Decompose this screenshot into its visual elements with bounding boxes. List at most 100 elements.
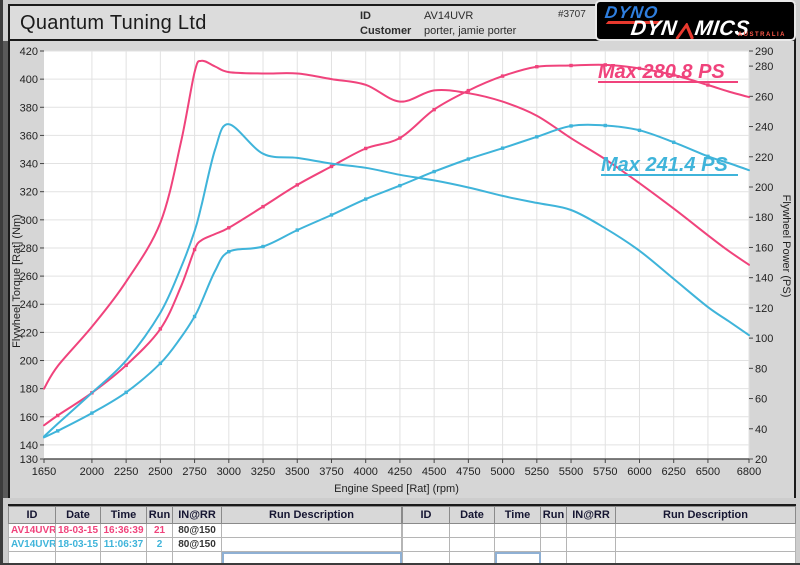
run-cell[interactable]: 21 [146, 523, 173, 538]
y-left-tick-label: 320 [20, 187, 38, 199]
run-cell[interactable] [146, 551, 173, 565]
dyno-chart[interactable]: 420 400 380 360 340 320 300 280 260 240 220 200 180 1… [10, 41, 794, 496]
run-cell[interactable] [566, 523, 616, 538]
x-axis-title: Engine Speed [Rat] (rpm) [334, 483, 459, 495]
y-left-tick-label: 130 [20, 454, 38, 466]
run-cell[interactable] [494, 551, 541, 565]
run-cell[interactable]: 2 [146, 537, 173, 552]
run21-power-PS-marker [192, 247, 197, 252]
y-left-tick-label: 180 [20, 384, 38, 396]
run21-power-PS-marker [363, 146, 368, 151]
run21-power-PS-marker [329, 164, 334, 169]
run-cell[interactable] [615, 537, 796, 552]
run-cell[interactable] [494, 537, 541, 552]
column-header-time: Time [494, 506, 541, 524]
x-tick-label: 5750 [593, 466, 617, 478]
run-cell[interactable] [540, 537, 567, 552]
column-header-date: Date [55, 506, 101, 524]
x-tick-label: 5250 [525, 466, 549, 478]
x-tick-label: 2750 [182, 466, 206, 478]
run21-power-PS-marker [158, 327, 163, 331]
run-cell[interactable]: 18-03-15 [55, 523, 101, 538]
run21-torque-Nm-curve[interactable] [43, 59, 750, 390]
run-cell[interactable] [494, 523, 541, 538]
run2-power-PS-marker [706, 154, 710, 159]
x-tick-label: 4750 [456, 466, 480, 478]
run-cell[interactable] [221, 551, 402, 565]
run21-power-PS-marker [500, 74, 505, 78]
run-cell[interactable]: 80@150 [172, 523, 222, 538]
run-cell[interactable] [402, 523, 450, 538]
run-cell[interactable] [449, 551, 495, 565]
run-cell[interactable]: 16:36:39 [100, 523, 147, 538]
y-right-tick-label: 40 [755, 424, 767, 436]
run-cell[interactable]: AV14UVR [8, 537, 56, 552]
x-tick-label: 2500 [148, 466, 172, 478]
run-cell[interactable] [540, 523, 567, 538]
run21-power-PS-marker [569, 63, 573, 68]
run-cell[interactable] [221, 537, 402, 552]
run21-power-PS-curve[interactable] [43, 63, 750, 427]
customer-value: porter, jamie porter [424, 25, 517, 37]
y-left-tick-label: 400 [20, 74, 38, 86]
run-cell[interactable]: 80@150 [172, 537, 222, 552]
run-cell[interactable] [449, 523, 495, 538]
run2-torque-Nm-curve[interactable] [43, 123, 750, 438]
run2-power-PS-marker [227, 249, 231, 254]
x-tick-label: 3250 [251, 466, 275, 478]
run21-power-PS-marker [295, 183, 299, 187]
run2-power-PS-marker [535, 135, 539, 139]
company-title: Quantum Tuning Ltd [20, 12, 207, 34]
y-left-tick-label: 340 [20, 159, 38, 171]
run21-power-PS-marker [672, 73, 676, 77]
run-cell[interactable] [566, 551, 616, 565]
x-tick-label: 4000 [353, 466, 377, 478]
run-cell[interactable] [402, 537, 450, 552]
y-right-tick-label: 80 [755, 363, 767, 375]
run-row [402, 523, 796, 538]
run21-power-PS-marker [603, 63, 607, 67]
column-header-run-description: Run Description [221, 506, 402, 524]
column-header-run: Run [540, 506, 567, 524]
x-tick-label: 4250 [388, 466, 412, 478]
x-tick-label: 6000 [627, 466, 651, 478]
column-header-in-rr: IN@RR [566, 506, 616, 524]
run2-power-PS-marker [466, 157, 471, 161]
run-cell[interactable] [100, 551, 147, 565]
x-tick-label: 3750 [319, 466, 343, 478]
plot-area [44, 51, 749, 459]
run-cell[interactable]: AV14UVR [8, 523, 56, 538]
y-left-tick-label: 360 [20, 130, 38, 142]
y-right-tick-label: 280 [755, 61, 773, 73]
x-tick-label: 4500 [422, 466, 446, 478]
run21-power-PS-marker [637, 66, 642, 71]
x-tick-label: 2000 [80, 466, 104, 478]
max-value-label: Max 280.8 PS [598, 61, 725, 83]
run21-power-PS-marker [535, 65, 539, 69]
column-header-run: Run [146, 506, 173, 524]
run-cell[interactable] [221, 523, 402, 538]
run2-power-PS-marker [398, 183, 402, 188]
run21-power-PS-marker [466, 88, 471, 93]
window-bottom-edge [3, 563, 800, 565]
run-cell[interactable] [449, 537, 495, 552]
run-cell[interactable]: 11:06:37 [100, 537, 147, 552]
y-right-tick-label: 220 [755, 152, 773, 164]
run21-power-PS-marker [227, 226, 231, 230]
run-cell[interactable] [55, 551, 101, 565]
run2-power-PS-marker [55, 429, 60, 433]
y-right-tick-label: 240 [755, 122, 773, 134]
y-right-tick-label: 200 [755, 182, 773, 194]
run2-power-PS-marker [363, 197, 368, 201]
logo-text-dynamics: DYN MICS [629, 17, 752, 40]
customer-label: Customer [360, 25, 412, 37]
column-header-in-rr: IN@RR [172, 506, 222, 524]
run2-power-PS-marker [569, 124, 573, 128]
y-left-tick-label: 420 [20, 46, 38, 58]
run2-power-PS-curve[interactable] [43, 123, 750, 439]
run-cell[interactable]: 18-03-15 [55, 537, 101, 552]
run-cell[interactable] [566, 537, 616, 552]
run21-power-PS-marker [398, 136, 402, 140]
run-cell[interactable] [615, 523, 796, 538]
